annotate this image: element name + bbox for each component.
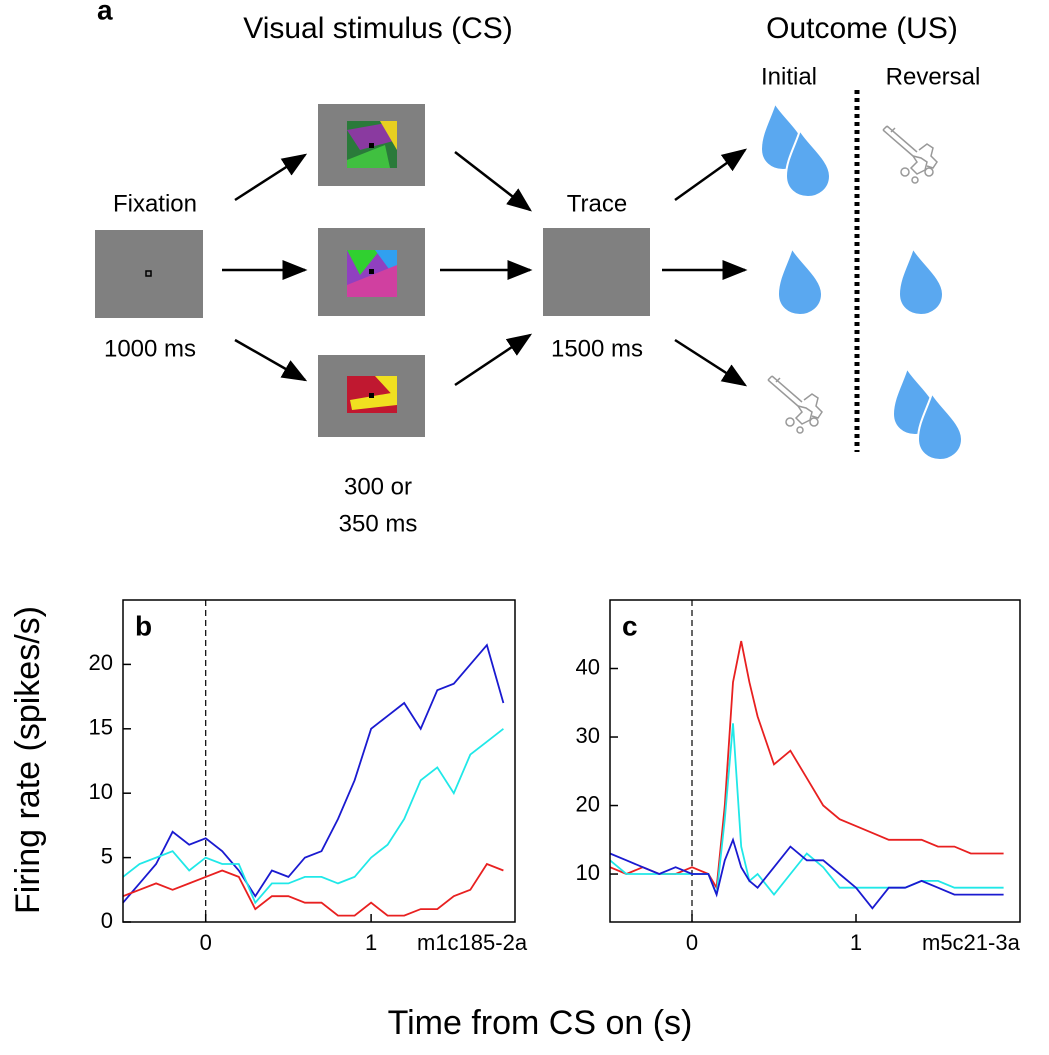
y-tick-label: 40 [576,654,600,679]
y-tick-label: 30 [576,723,600,748]
panel-label: b [135,610,152,641]
outcome-icons [760,102,963,461]
series-line [122,728,504,905]
y-tick-label: 10 [89,779,113,804]
stage-label: Trace [567,190,627,217]
x-axis-label: Time from CS on (s) [388,1004,693,1042]
y-tick-label: 20 [89,650,113,675]
series-line [122,643,505,904]
title: Visual stimulus (CS) [243,12,513,45]
series-line [609,640,1004,891]
fixation-point [145,270,152,277]
stage-duration: 1500 ms [551,335,643,362]
x-tick-label: 1 [365,930,377,955]
annotation: m1c185-2a [417,930,528,955]
stage-duration: 1000 ms [104,335,196,362]
x-tick-label: 1 [850,930,862,955]
cs-images [347,121,397,413]
axes-box [122,599,516,923]
stage-label: Fixation [113,190,197,217]
y-tick-label: 5 [101,843,113,868]
title: Outcome (US) [766,12,958,45]
series-line [609,723,1004,897]
x-tick-label: 0 [200,930,212,955]
series-line [122,862,504,917]
chart: 0 5 10 15 20 0 1 b m1c185-2a [89,599,528,955]
cs-duration: 350 ms [339,510,418,537]
annotation: m5c21-3a [922,930,1021,955]
y-tick-label: 20 [576,791,600,816]
chart: 10 20 30 40 0 1 c m5c21-3a [576,599,1021,955]
column-label: Initial [761,63,817,90]
axes-box [609,599,1021,923]
x-tick-label: 0 [686,930,698,955]
cs-duration: 300 or [344,473,412,500]
panel-label: c [622,610,638,641]
y-axis-label: Firing rate (spikes/s) [9,606,47,914]
arrows [222,148,748,387]
y-tick-label: 10 [576,860,600,885]
panel-label: a [97,0,113,25]
diagram: a Visual stimulus (CS) Outcome (US) Init… [95,0,980,537]
column-label: Reversal [886,63,981,90]
y-tick-label: 0 [101,908,113,933]
y-tick-label: 15 [89,715,113,740]
series-line [609,837,1004,910]
